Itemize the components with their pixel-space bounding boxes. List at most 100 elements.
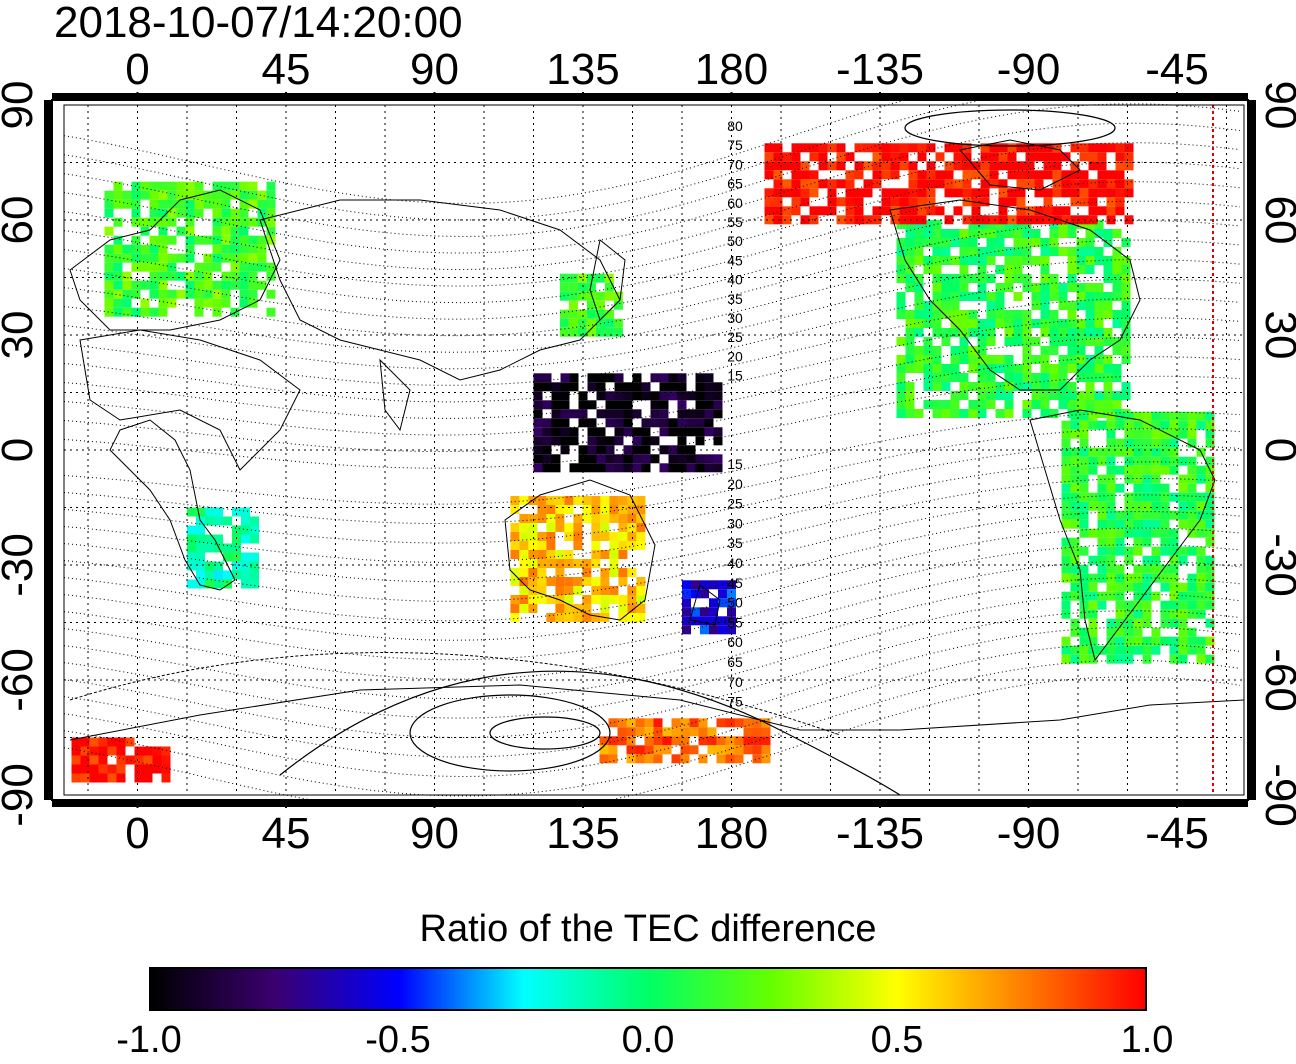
x-tick-label-bottom: 90 [410,809,459,858]
contour-line [63,220,1241,337]
y-tick-label-left: 30 [0,311,42,360]
contour-label: 60 [727,634,743,650]
contour-label: 45 [727,252,743,268]
x-tick-label-top: 0 [125,45,149,94]
contour-label: 50 [727,595,743,611]
colorbar-tick-label: 0.5 [870,1019,924,1061]
tec-region [104,181,276,317]
y-tick-label-right: 60 [1256,196,1296,245]
tec-region [71,737,171,783]
x-tick-label-bottom: 0 [125,809,149,858]
contour-label: 65 [727,654,743,670]
coastline [689,584,721,626]
contour-line [69,652,841,736]
coastline [109,419,236,591]
contour-label: 50 [727,233,743,249]
y-tick-label-left: 0 [0,438,42,462]
contour-line [63,200,1241,320]
contour-label: 70 [727,674,743,690]
top-axis-bar [52,93,1248,99]
contour-label: 75 [727,694,743,710]
contour-label: 55 [727,214,743,230]
contour-line [489,716,601,750]
contour-line [63,100,907,204]
bottom-axis-bar [52,801,1248,807]
coastline [889,199,1141,391]
coastline [69,684,1245,741]
plot-frame-inner [63,104,1245,796]
x-tick-label-bottom: 45 [262,809,311,858]
contour-label: 65 [727,176,743,192]
contour-label: 75 [727,137,743,153]
x-tick-label-bottom: -90 [997,809,1061,858]
coastline [379,358,411,432]
contour-label: 30 [727,310,743,326]
y-tick-label-right: 90 [1256,81,1296,130]
contour-label: 15 [727,368,743,384]
x-tick-label-top: 135 [546,45,619,94]
x-tick-label-top: -90 [997,45,1061,94]
magnetic-latitude-contours [63,100,1241,800]
axis-ticks [44,92,1256,808]
coastline [959,139,1081,191]
contour-line [63,560,1241,680]
y-tick-label-left: -60 [0,648,42,712]
tec-region [559,273,623,337]
coastline [259,199,621,381]
contour-label: 25 [727,496,743,512]
contour-label-group: 80 75 70 65 60 55 50 45 40 35 30 25 20 15 15 20 25 30 35 40… [727,118,743,710]
colorbar [149,967,1147,1011]
contour-label: 35 [727,291,743,307]
left-axis-bar [44,100,51,800]
coastline [79,329,301,471]
right-axis-bar [1249,100,1256,800]
tec-region [599,718,771,764]
x-tick-label-bottom: 180 [695,809,768,858]
y-tick-label-right: -60 [1256,648,1296,712]
contour-label: 30 [727,515,743,531]
contour-line [63,511,1241,622]
y-tick-label-left: -30 [0,533,42,597]
contour-line [63,375,1241,469]
coastline [1029,409,1216,662]
y-tick-label-left: 90 [0,81,42,130]
contour-label: 15 [727,456,743,472]
contour-label: 40 [727,272,743,288]
contour-label: 60 [727,195,743,211]
contour-line [63,626,1241,758]
x-tick-label-top: 45 [262,45,311,94]
colorbar-tick-label: 0.0 [621,1019,675,1061]
coastline [69,189,281,331]
colorbar-tick-label: -0.5 [365,1019,431,1061]
tec-region [764,143,1134,225]
tec-region [510,496,646,622]
contour-line [63,239,1241,353]
contour-line [63,527,1241,641]
coastline [504,479,656,621]
contour-line [409,694,611,772]
contour-line [63,659,1241,797]
contour-line [63,259,1241,370]
x-tick-label-bottom: -45 [1145,809,1209,858]
contour-label: 20 [727,348,743,364]
x-tick-label-top: 90 [410,45,459,94]
contour-label: 80 [727,118,743,134]
contour-line [63,544,1241,661]
y-tick-label-right: -30 [1256,533,1296,597]
contour-label: 35 [727,535,743,551]
y-tick-label-left: -90 [0,763,42,827]
contour-label: 55 [727,614,743,630]
contour-label: 25 [727,329,743,345]
y-tick-label-left: 60 [0,196,42,245]
contour-line [63,494,1241,602]
map-title: 2018-10-07/14:20:00 [54,0,463,47]
colorbar-tick-label: -1.0 [116,1019,182,1061]
y-tick-label-right: 0 [1256,438,1296,462]
coastlines [69,139,1245,741]
contour-line [279,670,901,796]
contour-line [63,278,1241,386]
x-tick-label-top: 180 [695,45,768,94]
y-tick-label-right: -90 [1256,763,1296,827]
contour-line [63,122,1241,254]
